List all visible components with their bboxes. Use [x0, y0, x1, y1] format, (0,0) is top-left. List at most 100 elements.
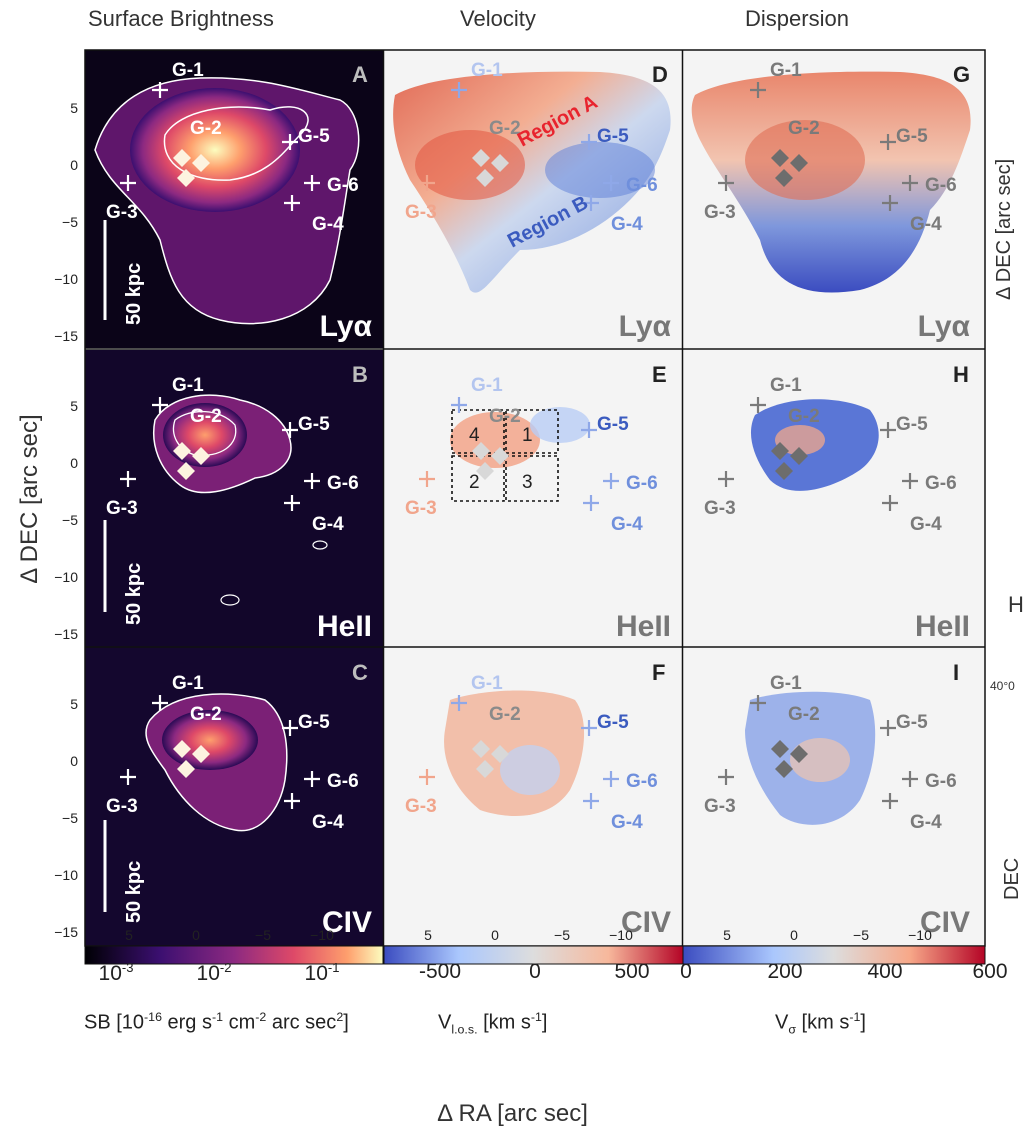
panel-letter-a: A [352, 62, 368, 87]
galaxy-label-g-1: G-1 [172, 375, 204, 396]
galaxy-label-g-3: G-3 [704, 796, 736, 817]
panel-H [683, 350, 985, 648]
galaxy-marker-g-3 [718, 471, 734, 487]
dispersion-peak-heii [775, 425, 825, 455]
galaxy-label-g-2: G-2 [489, 704, 521, 725]
cb-vel-tick: 0 [529, 960, 541, 983]
galaxy-marker-g-5 [282, 720, 298, 736]
y-tick: −15 [54, 924, 78, 940]
galaxy-marker-g-5 [581, 720, 597, 736]
galaxy-marker-g-4 [284, 793, 300, 809]
galaxy-marker-g-3 [419, 471, 435, 487]
g2-component-diamond [472, 740, 490, 758]
galaxy-label-g-2: G-2 [190, 704, 222, 725]
galaxy-label-g-6: G-6 [925, 771, 957, 792]
galaxy-marker-g-4 [882, 495, 898, 511]
galaxy-label-g-2: G-2 [190, 406, 222, 427]
line-label-civ: CIV [322, 906, 372, 939]
panel-letter-f: F [652, 660, 665, 685]
galaxy-marker-g-4 [882, 195, 898, 211]
g2-component-diamond [771, 442, 789, 460]
g2-component-diamond [472, 149, 490, 167]
g2-component-diamond [771, 149, 789, 167]
colorbar-dispersion [682, 945, 986, 965]
cb-vel-tick: 500 [614, 960, 650, 983]
x-tick: −10 [908, 927, 932, 943]
x-tick: 0 [491, 927, 499, 943]
line-label-civ: CIV [920, 906, 970, 939]
g2-component-diamond [472, 442, 490, 460]
g2-component-diamond [192, 154, 210, 172]
g2-component-diamond [173, 740, 191, 758]
galaxy-label-g-2: G-2 [788, 118, 820, 139]
panel-letter-g: G [953, 62, 970, 87]
region-box-3 [505, 455, 559, 502]
cb-sb-tick: 10-3 [98, 960, 134, 985]
y-tick: 0 [70, 157, 78, 173]
galaxy-label-g-6: G-6 [327, 473, 359, 494]
column-title-surface-brightness: Surface Brightness [88, 6, 274, 31]
g2-component-diamond [491, 447, 509, 465]
x-tick: 0 [790, 927, 798, 943]
x-tick: −5 [255, 927, 271, 943]
galaxy-label-g-4: G-4 [910, 214, 942, 235]
region-box-1 [505, 409, 559, 454]
galaxy-label-g-2: G-2 [489, 406, 521, 427]
galaxy-label-g-1: G-1 [770, 375, 802, 396]
y-tick: −15 [54, 626, 78, 642]
panel-letter-d: D [652, 62, 668, 87]
velocity-field-heii [450, 412, 540, 468]
galaxy-marker-g-5 [880, 134, 896, 150]
galaxy-label-g-1: G-1 [172, 673, 204, 694]
galaxy-label-g-4: G-4 [611, 812, 643, 833]
y-tick: −10 [54, 867, 78, 883]
galaxy-marker-g-1 [750, 82, 766, 98]
heii-contour [153, 394, 292, 494]
galaxy-label-g-6: G-6 [626, 175, 658, 196]
g2-component-diamond [775, 462, 793, 480]
x-tick: −5 [853, 927, 869, 943]
galaxy-label-g-4: G-4 [611, 214, 643, 235]
panel-H-background [683, 350, 985, 648]
edge-fragment: 40°0 [990, 679, 1015, 693]
heii-blob-contour [220, 594, 240, 606]
g2-component-diamond [173, 149, 191, 167]
galaxy-label-g-3: G-3 [106, 498, 138, 519]
civ-contour [145, 693, 288, 832]
dispersion-peak-civ [790, 738, 850, 782]
galaxy-marker-g-6 [603, 175, 619, 191]
y-tick: 5 [70, 398, 78, 414]
velocity-field-civ-blue [500, 745, 560, 795]
panel-D [384, 50, 682, 348]
galaxy-marker-g-3 [419, 769, 435, 785]
panel-F [384, 648, 682, 946]
x-tick: −5 [554, 927, 570, 943]
x-tick: 0 [192, 927, 200, 943]
galaxy-marker-g-6 [902, 473, 918, 489]
galaxy-marker-g-6 [304, 771, 320, 787]
galaxy-label-g-1: G-1 [770, 60, 802, 81]
galaxy-marker-g-6 [603, 771, 619, 787]
galaxy-marker-g-1 [750, 695, 766, 711]
galaxy-label-g-5: G-5 [597, 712, 629, 733]
panel-letter-h: H [953, 362, 969, 387]
x-tick: 5 [125, 927, 133, 943]
lya-core [130, 88, 300, 212]
galaxy-label-g-5: G-5 [298, 126, 330, 147]
g2-component-diamond [192, 447, 210, 465]
galaxy-label-g-1: G-1 [471, 375, 503, 396]
galaxy-marker-g-5 [880, 720, 896, 736]
galaxy-marker-g-5 [282, 134, 298, 150]
g2-component-diamond [775, 169, 793, 187]
galaxy-marker-g-6 [304, 473, 320, 489]
galaxy-label-g-5: G-5 [896, 414, 928, 435]
velocity-field-lya [393, 71, 671, 293]
panel-frames [84, 49, 986, 947]
galaxy-label-g-4: G-4 [910, 514, 942, 535]
line-label-civ: CIV [621, 906, 671, 939]
x-axis-label: Δ RA [arc sec] [437, 1100, 588, 1127]
galaxy-marker-g-1 [152, 695, 168, 711]
panel-E-background [384, 350, 682, 648]
panel-letter-c: C [352, 660, 368, 685]
g2-component-diamond [491, 154, 509, 172]
